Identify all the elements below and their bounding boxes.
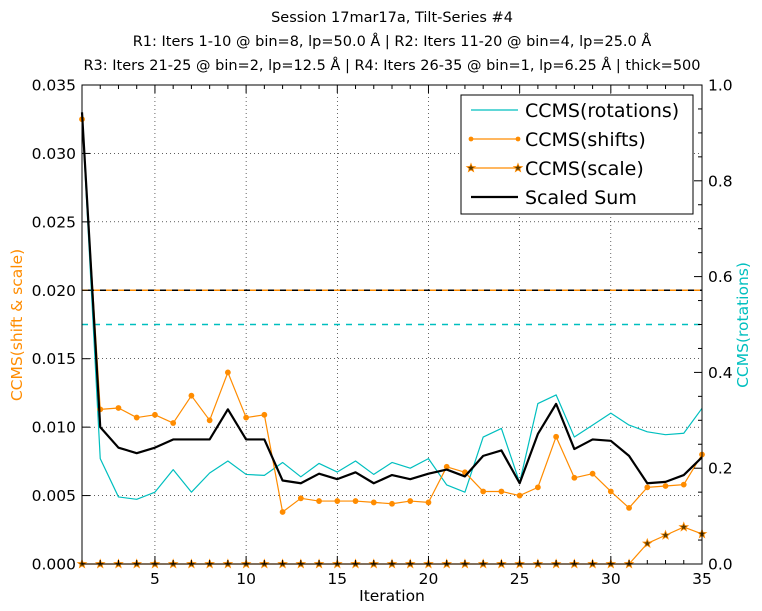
series-line-scaled-sum <box>80 112 703 485</box>
x-axis-label: Iteration <box>359 587 425 605</box>
y-right-tick-label: 0.8 <box>708 172 733 190</box>
x-tick-label: 20 <box>419 570 439 588</box>
x-tick-label: 25 <box>510 570 530 588</box>
data-point-ccms-shifts <box>480 488 487 495</box>
y-left-axis-label: CCMS(shift & scale) <box>8 249 26 401</box>
data-point-ccms-shifts <box>279 509 286 515</box>
y-left-tick-label: 0.035 <box>32 77 76 95</box>
y-left-tick-label: 0.015 <box>32 350 76 368</box>
data-point-ccms-shifts <box>644 484 651 491</box>
data-point-ccms-shifts <box>297 495 304 502</box>
legend-marker-ccms-scale <box>512 162 524 173</box>
data-point-ccms-shifts <box>607 488 614 495</box>
y-left-tick-label: 0.005 <box>32 487 76 505</box>
legend-marker-ccms-shifts <box>468 136 474 142</box>
y-right-tick-label: 0.2 <box>708 460 733 478</box>
chart-title-line-3: R3: Iters 21-25 @ bin=2, lp=12.5 Å | R4:… <box>83 57 700 74</box>
data-point-ccms-shifts <box>243 414 250 421</box>
x-tick-label: 10 <box>236 570 256 588</box>
y-left-tick-label: 0.020 <box>32 282 76 300</box>
data-point-ccms-shifts <box>224 369 231 376</box>
y-left-tick-label: 0.010 <box>32 419 76 437</box>
chart-title-line-2: R1: Iters 1-10 @ bin=8, lp=50.0 Å | R2: … <box>133 33 652 50</box>
data-point-ccms-shifts <box>534 484 541 491</box>
data-point-ccms-shifts <box>115 405 122 411</box>
data-point-ccms-shifts <box>170 420 177 426</box>
y-left-tick-labels: 0.000 0.005 0.010 0.015 0.020 0.025 0.030 0.035 <box>32 77 76 574</box>
data-point-ccms-shifts <box>334 498 341 504</box>
data-point-ccms-shifts <box>680 481 687 488</box>
data-point-ccms-shifts <box>425 499 432 506</box>
y-right-axis-label: CCMS(rotations) <box>734 262 752 388</box>
y-right-tick-label: 1.0 <box>708 77 733 95</box>
y-right-tick-labels: 0.0 0.2 0.4 0.6 0.8 1.0 <box>708 77 733 574</box>
y-right-tick-label: 0.0 <box>708 556 733 574</box>
x-tick-label: 30 <box>601 570 621 588</box>
data-point-ccms-scale <box>660 529 671 540</box>
data-point-ccms-shifts <box>152 411 158 418</box>
data-point-ccms-shifts <box>662 483 669 489</box>
legend-marker-ccms-scale <box>465 162 477 173</box>
chart-title: Session 17mar17a, Tilt-Series #4 R1: Ite… <box>83 10 700 74</box>
x-tick-label: 35 <box>692 570 712 588</box>
y-left-tick-label: 0.025 <box>32 213 76 231</box>
x-tick-label: 15 <box>327 570 347 588</box>
legend-label-ccms-shifts: CCMS(shifts) <box>525 129 646 151</box>
data-point-ccms-shifts <box>571 474 578 481</box>
y-left-tick-label: 0.030 <box>32 145 76 163</box>
data-point-ccms-shifts <box>188 392 195 399</box>
data-point-ccms-shifts <box>370 499 377 506</box>
series-line-ccms-rotations <box>81 113 703 500</box>
data-point-ccms-shifts <box>553 433 560 440</box>
data-point-ccms-shifts <box>498 488 505 495</box>
y-left-tick-label: 0.000 <box>32 556 76 574</box>
data-point-ccms-shifts <box>206 417 213 424</box>
chart-title-line-1: Session 17mar17a, Tilt-Series #4 <box>271 10 513 26</box>
data-point-ccms-shifts <box>261 411 268 418</box>
legend-label-ccms-rotations: CCMS(rotations) <box>525 100 679 122</box>
data-point-ccms-shifts <box>626 504 632 511</box>
data-point-ccms-shifts <box>407 498 414 504</box>
reference-lines <box>82 289 702 326</box>
legend-label-ccms-scale: CCMS(scale) <box>525 158 644 180</box>
legend-box <box>460 94 694 215</box>
legend-marker-ccms-shifts <box>515 136 521 142</box>
data-point-ccms-shifts <box>316 498 322 504</box>
x-tick-label: 5 <box>150 570 160 588</box>
data-point-ccms-scale <box>678 521 690 532</box>
data-point-ccms-shifts <box>389 500 395 507</box>
y-right-tick-label: 0.6 <box>708 268 733 286</box>
data-point-ccms-shifts <box>133 414 140 421</box>
data-point-ccms-scale <box>641 537 653 549</box>
data-point-ccms-shifts <box>352 498 359 504</box>
data-point-ccms-shifts <box>589 470 596 477</box>
x-tick-labels: 5 10 15 20 25 30 35 <box>150 570 712 588</box>
data-point-ccms-shifts <box>516 492 523 499</box>
axis-ticks <box>81 84 703 565</box>
legend: CCMS(rotations) CCMS(shifts) CCMS(scale) Sc… <box>460 94 694 215</box>
legend-label-scaled-sum: Scaled Sum <box>525 187 637 209</box>
y-right-tick-label: 0.4 <box>708 364 733 382</box>
